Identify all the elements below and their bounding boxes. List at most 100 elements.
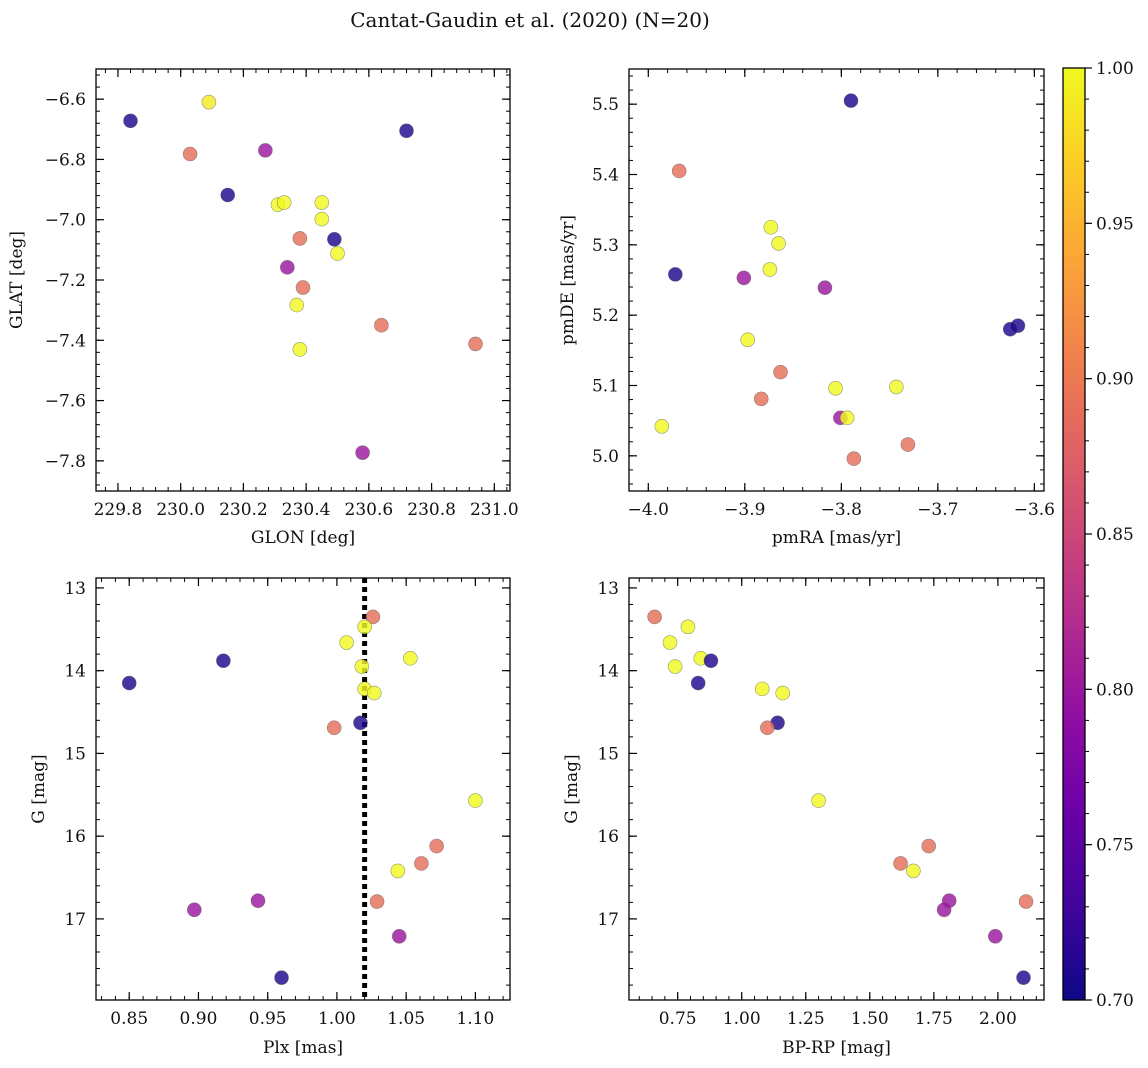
data-point (740, 332, 756, 348)
data-point (773, 364, 788, 380)
data-point (280, 260, 295, 275)
data-point (429, 838, 444, 854)
data-point (292, 231, 308, 246)
data-point (900, 437, 916, 452)
y-tick-label: 17 (597, 910, 619, 930)
data-point (121, 675, 137, 691)
y-tick-label: −7.0 (45, 211, 86, 231)
data-point (354, 659, 370, 674)
colorbar-tick-label: 0.80 (1096, 680, 1134, 700)
figure-title: Cantat-Gaudin et al. (2020) (N=20) (350, 8, 710, 32)
y-tick-label: 5.4 (592, 166, 619, 186)
colorbar-tick-label: 0.90 (1096, 370, 1134, 390)
axes-frame (95, 577, 511, 1001)
data-point (763, 219, 779, 235)
x-tick-label: 0.95 (249, 1009, 287, 1029)
data-point (220, 187, 236, 203)
data-point (391, 928, 407, 944)
colorbar: 0.70 0.75 0.80 0.85 0.90 0.95 1.00 (1062, 59, 1134, 1011)
data-point (187, 902, 202, 918)
data-point (1016, 970, 1031, 985)
data-point (330, 246, 345, 261)
panel-pmra-pmde: −4.0 −3.9 −3.8 −3.7 −3.6 5.0 5.1 5.2 5.3 5.4 5.5 pm… (558, 68, 1055, 548)
y-tick-label: 16 (64, 827, 86, 847)
data-point (760, 720, 775, 736)
y-axis-label: G [mag] (29, 754, 49, 823)
data-point (771, 236, 786, 251)
x-axis-label: GLON [deg] (251, 528, 355, 548)
x-tick-label: −3.7 (917, 500, 958, 520)
y-tick-label: 5.5 (592, 95, 619, 115)
data-point (754, 681, 770, 697)
axes-frame (628, 577, 1045, 1001)
y-tick-label: 5.0 (592, 447, 619, 467)
y-tick-label: 15 (64, 744, 86, 764)
data-point (1018, 894, 1034, 909)
data-point (390, 863, 406, 879)
x-tick-label: 1.05 (387, 1009, 425, 1029)
y-axis-label: GLAT [deg] (7, 231, 27, 329)
y-tick-label: 16 (597, 827, 619, 847)
data-point (339, 635, 354, 650)
data-point (468, 793, 483, 808)
y-axis-label: pmDE [mas/yr] (558, 215, 578, 345)
data-point (988, 928, 1003, 944)
x-tick-label: −3.8 (821, 500, 862, 520)
colorbar-tick-label: 0.70 (1096, 991, 1134, 1011)
panel-plx-g: 0.85 0.90 0.95 1.00 1.05 1.10 13 14 15 16 17 Plx [m… (29, 577, 511, 1058)
data-point (201, 94, 217, 110)
data-point (216, 653, 231, 669)
x-axis-label: pmRA [mas/yr] (772, 528, 901, 548)
data-point (921, 838, 937, 854)
x-tick-label: 0.85 (110, 1009, 148, 1029)
data-point (399, 123, 414, 139)
x-tick-label: 2.00 (979, 1009, 1017, 1029)
x-tick-label: 231.0 (470, 500, 519, 520)
data-point (817, 280, 833, 296)
data-point (647, 609, 662, 625)
data-point (811, 793, 826, 808)
data-point (680, 619, 696, 635)
data-point (775, 685, 791, 701)
data-point (403, 650, 418, 666)
data-point (889, 379, 904, 395)
panel-glon-glat: 229.8 230.0 230.2 230.4 230.6 230.8 231.0 −7.8 −… (7, 68, 519, 548)
data-point (846, 451, 862, 466)
scatter-panels: 229.8 230.0 230.2 230.4 230.6 230.8 231.0 −7.8 −… (7, 68, 1055, 1058)
data-point (654, 418, 670, 434)
x-tick-label: −3.6 (1014, 500, 1055, 520)
data-point (703, 653, 719, 669)
data-point (667, 659, 683, 674)
y-tick-label: 13 (597, 579, 619, 599)
x-tick-label: 1.10 (456, 1009, 494, 1029)
y-tick-label: 13 (64, 579, 86, 599)
y-tick-label: −7.2 (45, 271, 86, 291)
y-axis-label: G [mag] (562, 754, 582, 823)
axes-frame (95, 68, 511, 492)
x-tick-label: 229.8 (94, 500, 143, 520)
x-tick-label: 0.75 (659, 1009, 697, 1029)
data-point (762, 262, 778, 277)
colorbar-tick-label: 0.75 (1096, 836, 1134, 856)
x-tick-label: 1.00 (723, 1009, 761, 1029)
data-point (671, 163, 687, 179)
data-point (662, 635, 678, 650)
y-tick-label: −7.4 (45, 331, 86, 351)
data-point (828, 381, 843, 396)
data-point (276, 195, 292, 210)
x-tick-label: 1.00 (318, 1009, 356, 1029)
x-tick-label: 1.75 (915, 1009, 953, 1029)
x-axis-label: BP-RP [mag] (782, 1038, 891, 1058)
data-point (893, 856, 908, 871)
x-tick-label: 0.90 (180, 1009, 218, 1029)
data-point (365, 609, 381, 625)
x-axis-label: Plx [mas] (263, 1038, 343, 1058)
data-point (843, 93, 859, 108)
data-point (367, 685, 382, 701)
data-point (123, 113, 138, 129)
y-tick-label: 15 (597, 744, 619, 764)
y-tick-label: 5.1 (592, 377, 619, 397)
y-tick-label: 5.2 (592, 306, 619, 326)
y-tick-label: 14 (597, 662, 619, 682)
